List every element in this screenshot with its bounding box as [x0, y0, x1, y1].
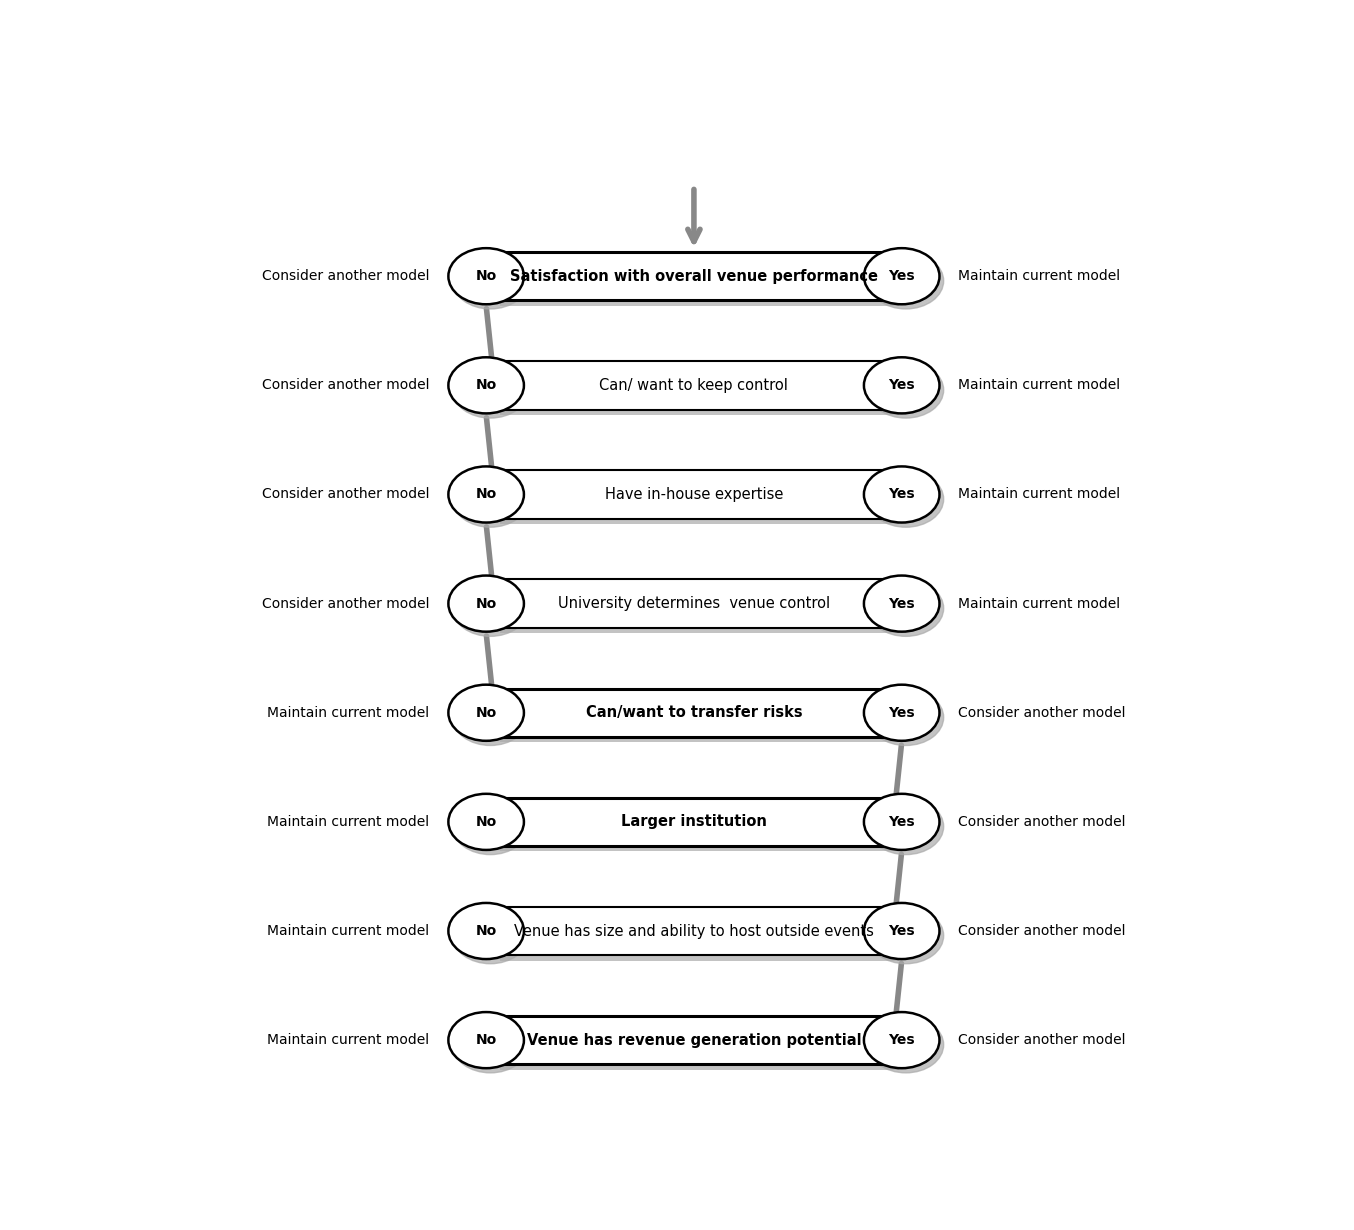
Circle shape [452, 471, 528, 528]
Circle shape [864, 576, 940, 632]
Circle shape [864, 466, 940, 523]
Text: Yes: Yes [888, 1033, 915, 1047]
Circle shape [868, 798, 944, 855]
Circle shape [452, 689, 528, 745]
Circle shape [864, 357, 940, 413]
Text: Maintain current model: Maintain current model [959, 597, 1121, 610]
Text: Venue has revenue generation potential: Venue has revenue generation potential [527, 1033, 861, 1048]
Text: Maintain current model: Maintain current model [959, 269, 1121, 283]
Text: Maintain current model: Maintain current model [267, 1033, 429, 1047]
Circle shape [868, 362, 944, 418]
Circle shape [452, 581, 528, 636]
Circle shape [448, 576, 524, 632]
FancyBboxPatch shape [500, 476, 899, 524]
Circle shape [868, 1017, 944, 1073]
Circle shape [868, 253, 944, 309]
FancyBboxPatch shape [500, 1021, 899, 1070]
Circle shape [452, 798, 528, 855]
Circle shape [864, 248, 940, 304]
Text: University determines  venue control: University determines venue control [558, 597, 830, 611]
Text: No: No [475, 1033, 497, 1047]
Text: Venue has size and ability to host outside events: Venue has size and ability to host outsi… [515, 924, 873, 938]
Text: No: No [475, 269, 497, 283]
Text: Have in-house expertise: Have in-house expertise [605, 487, 783, 502]
Text: Yes: Yes [888, 269, 915, 283]
FancyBboxPatch shape [500, 257, 899, 306]
FancyBboxPatch shape [494, 470, 894, 519]
Text: Consider another model: Consider another model [959, 1033, 1127, 1047]
FancyBboxPatch shape [500, 694, 899, 743]
FancyBboxPatch shape [500, 367, 899, 415]
Text: Yes: Yes [888, 924, 915, 938]
Circle shape [448, 357, 524, 413]
Text: Consider another model: Consider another model [261, 269, 429, 283]
Text: No: No [475, 597, 497, 610]
FancyBboxPatch shape [494, 252, 894, 300]
Circle shape [452, 908, 528, 964]
Text: Consider another model: Consider another model [261, 487, 429, 502]
Text: No: No [475, 924, 497, 938]
FancyBboxPatch shape [500, 803, 899, 851]
Text: No: No [475, 706, 497, 720]
Text: Maintain current model: Maintain current model [267, 924, 429, 938]
Circle shape [868, 908, 944, 964]
Text: Yes: Yes [888, 597, 915, 610]
Text: Consider another model: Consider another model [959, 814, 1127, 829]
Text: No: No [475, 487, 497, 502]
FancyBboxPatch shape [494, 798, 894, 846]
Text: Consider another model: Consider another model [261, 379, 429, 392]
Circle shape [864, 903, 940, 959]
Circle shape [448, 248, 524, 304]
Circle shape [448, 1012, 524, 1068]
Text: Consider another model: Consider another model [959, 924, 1127, 938]
Text: Can/want to transfer risks: Can/want to transfer risks [586, 705, 802, 721]
Circle shape [448, 685, 524, 740]
Circle shape [448, 903, 524, 959]
Text: Maintain current model: Maintain current model [959, 487, 1121, 502]
FancyBboxPatch shape [494, 362, 894, 410]
Circle shape [868, 581, 944, 636]
Circle shape [868, 471, 944, 528]
Text: Yes: Yes [888, 706, 915, 720]
Text: No: No [475, 814, 497, 829]
Text: Consider another model: Consider another model [959, 706, 1127, 720]
Circle shape [452, 1017, 528, 1073]
Text: Maintain current model: Maintain current model [959, 379, 1121, 392]
Text: Yes: Yes [888, 379, 915, 392]
FancyBboxPatch shape [494, 907, 894, 956]
Text: Satisfaction with overall venue performance: Satisfaction with overall venue performa… [510, 268, 877, 284]
Circle shape [448, 793, 524, 850]
Circle shape [452, 362, 528, 418]
Text: Can/ want to keep control: Can/ want to keep control [600, 378, 788, 392]
Text: Larger institution: Larger institution [621, 814, 766, 829]
Text: Yes: Yes [888, 487, 915, 502]
FancyBboxPatch shape [500, 913, 899, 961]
Text: Consider another model: Consider another model [261, 597, 429, 610]
Text: No: No [475, 379, 497, 392]
Circle shape [868, 689, 944, 745]
FancyBboxPatch shape [500, 585, 899, 633]
Text: Maintain current model: Maintain current model [267, 706, 429, 720]
Circle shape [864, 793, 940, 850]
Text: Maintain current model: Maintain current model [267, 814, 429, 829]
Circle shape [864, 1012, 940, 1068]
FancyBboxPatch shape [494, 579, 894, 627]
Circle shape [452, 253, 528, 309]
FancyBboxPatch shape [494, 1016, 894, 1064]
Circle shape [864, 685, 940, 740]
Circle shape [448, 466, 524, 523]
FancyBboxPatch shape [494, 689, 894, 737]
Text: Yes: Yes [888, 814, 915, 829]
